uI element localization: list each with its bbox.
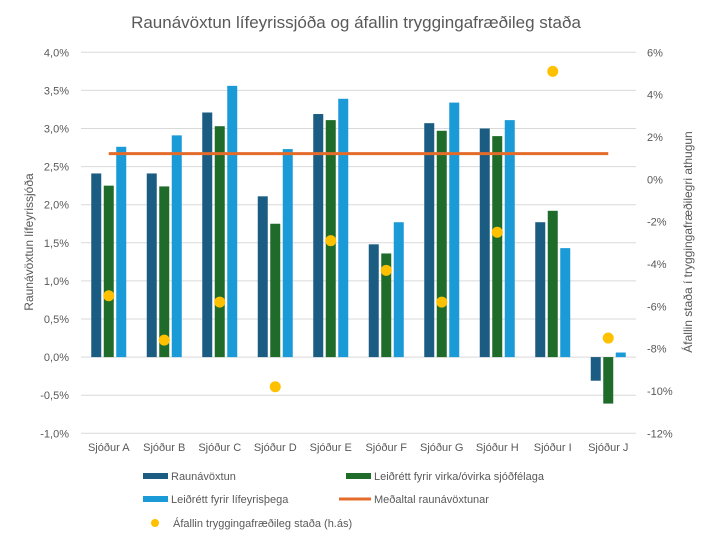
bar [91,173,102,358]
bar [171,135,182,358]
y-tick-label: 1,0% [44,276,69,288]
scatter-point [214,296,226,308]
legend-label: Áfallin tryggingafræðileg staða (h.ás) [173,517,352,530]
x-tick-label: Sjóður I [534,442,572,454]
scatter-point [380,264,392,276]
y-tick-label: 0,5% [44,314,69,326]
y2-tick-label: 6% [647,47,663,59]
legend-swatch [346,473,371,479]
legend-swatch [151,519,159,527]
y-tick-label: 0,0% [44,352,69,364]
bar [214,126,225,358]
x-tick-label: Sjóður J [588,442,628,454]
y-axis-left-label: Raunávöxtun lífeyrissjóða [22,173,36,311]
bar [282,149,293,358]
y2-tick-label: 2% [647,132,663,144]
legend: Raunávöxtun Leiðrétt fyrir virka/óvirka s… [143,471,545,530]
scatter-point [491,226,503,238]
y2-tick-label: -4% [647,259,667,271]
bar [313,114,324,358]
x-tick-label: Sjóður A [88,442,130,454]
bar [504,120,515,358]
bar [535,222,546,358]
x-tick-label: Sjóður D [254,442,297,454]
y-axis-right-label: Áfallin staða í tryggingafræðilegri athu… [680,131,695,352]
legend-label: Leiðrétt fyrir lífeyrisþega [171,494,289,506]
bar [338,98,349,358]
bars [91,85,626,404]
bar [615,352,626,358]
x-tick-label: Sjóður E [310,442,352,454]
y2-tick-label: -10% [647,386,673,398]
bar [424,123,435,358]
bar [393,222,404,358]
legend-swatch [143,496,168,502]
bar [257,196,268,358]
bar [449,102,460,358]
legend-label: Meðaltal raunávöxtunar [374,494,489,506]
bar [590,357,601,381]
x-tick-label: Sjóður B [143,442,185,454]
bar [547,210,558,358]
y-tick-label: 3,0% [44,124,69,136]
scatter-points [103,65,614,393]
x-tick-label: Sjóður H [476,442,519,454]
y-tick-label: 2,0% [44,200,69,212]
bar [603,357,614,404]
x-tick-label: Sjóður G [420,442,463,454]
y-tick-label: -1,0% [40,428,69,440]
bar [227,85,238,358]
x-tick-label: Sjóður F [365,442,407,454]
y2-tick-label: -8% [647,344,667,356]
bar [270,223,281,358]
y2-tick-label: -6% [647,301,667,313]
legend-swatch [143,473,168,479]
y-tick-label: 1,5% [44,238,69,250]
y2-tick-label: -12% [647,428,673,440]
scatter-point [158,334,170,346]
x-axis: Sjóður A Sjóður B Sjóður C Sjóður D Sjóður E… [88,442,628,454]
scatter-point [436,296,448,308]
x-tick-label: Sjóður C [198,442,241,454]
y-axis-right: -12% -10% -8% -6% -4% -2% 0% 2% 4% 6% [647,47,673,440]
y-axis-left: -1,0% -0,5% 0,0% 0,5% 1,0% 1,5% 2,0% 2,5% 3,0% 3,… [40,47,69,440]
y-tick-label: 3,5% [44,85,69,97]
bar [436,130,447,358]
bar [146,173,157,358]
bar [103,185,114,358]
bar [381,253,392,358]
bar [479,128,490,358]
legend-label: Raunávöxtun [171,471,236,483]
y2-tick-label: 4% [647,90,663,102]
y2-tick-label: -2% [647,217,667,229]
bar [560,248,571,358]
legend-label: Leiðrétt fyrir virka/óvirka sjóðfélaga [374,471,545,483]
y-tick-label: 4,0% [44,47,69,59]
scatter-point [269,381,281,393]
y-tick-label: -0,5% [40,390,69,402]
bar [116,146,127,358]
scatter-point [547,65,559,77]
y-tick-label: 2,5% [44,162,69,174]
scatter-point [602,332,614,344]
scatter-point [103,290,115,302]
bar [159,186,170,358]
chart-title: Raunávöxtun lífeyrissjóða og áfallin try… [131,13,581,32]
y2-tick-label: 0% [647,174,663,186]
bar [202,112,213,358]
bar [492,136,503,358]
bar [368,244,379,358]
scatter-point [325,235,337,247]
